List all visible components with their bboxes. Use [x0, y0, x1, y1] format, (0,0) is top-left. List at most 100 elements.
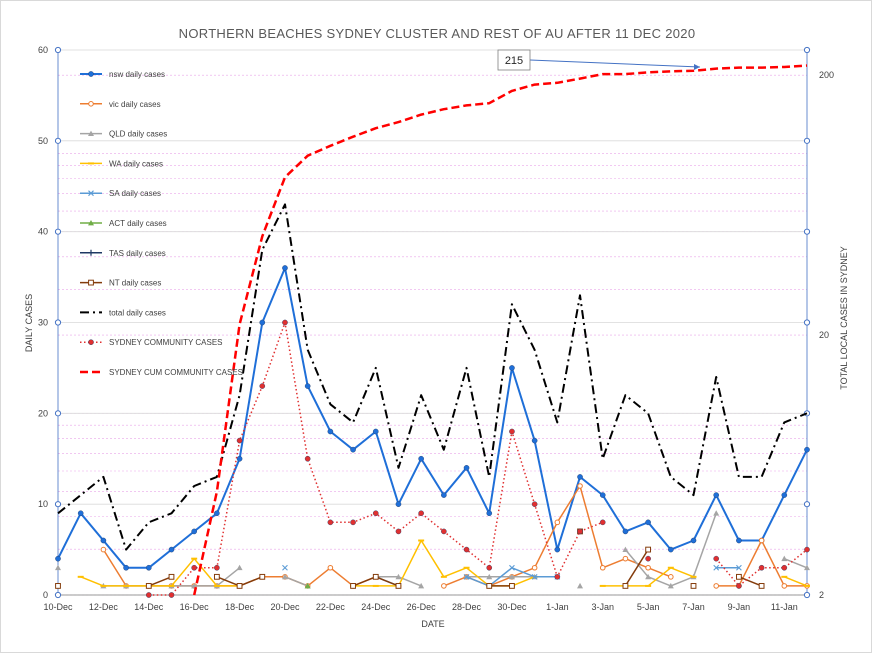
data-point — [486, 583, 493, 589]
axes: 0 10 20 30 40 50 60 2 20 200 10-Dec 12-Dec 14-Dec 16-… — [38, 45, 834, 612]
data-point — [509, 428, 515, 435]
y-axis-handle — [54, 228, 62, 235]
data-point — [441, 583, 447, 589]
data-point — [736, 583, 742, 589]
data-point — [145, 564, 152, 571]
data-point — [577, 483, 583, 489]
data-point — [145, 583, 152, 589]
data-point — [622, 555, 629, 562]
x-tick-label: 18-Dec — [225, 602, 255, 612]
y2-axis-handle — [803, 137, 811, 144]
x-tick-label: 12-Dec — [89, 602, 119, 612]
x-tick-label: 26-Dec — [407, 602, 437, 612]
data-point — [441, 528, 447, 535]
legend-label: NT daily cases — [109, 279, 161, 288]
y-axis-handle — [54, 591, 62, 599]
data-point — [486, 573, 493, 580]
y-tick-label: 30 — [38, 318, 48, 328]
data-point — [282, 265, 288, 271]
data-point — [736, 573, 742, 580]
y-axis-handle — [54, 410, 62, 417]
data-point — [531, 437, 538, 444]
legend-entry-7: NT daily cases — [80, 279, 161, 288]
data-point — [758, 564, 765, 571]
data-point — [145, 592, 152, 598]
data-point — [758, 583, 765, 589]
data-point — [281, 573, 288, 580]
data-point — [668, 546, 674, 553]
legend-marker — [88, 339, 94, 346]
data-point — [531, 564, 538, 571]
data-point — [781, 492, 788, 498]
data-point — [418, 510, 424, 517]
x-tick-label: 16-Dec — [180, 602, 210, 612]
data-point — [554, 574, 561, 580]
legend-label: QLD daily cases — [109, 130, 167, 139]
x-tick-label: 7-Jan — [682, 602, 705, 612]
data-point — [758, 537, 765, 544]
y-tick-label: 60 — [38, 45, 48, 55]
data-point — [509, 365, 515, 371]
data-point — [622, 583, 629, 589]
annotations: 215 — [497, 49, 701, 71]
data-point — [508, 573, 515, 580]
data-point — [713, 583, 720, 589]
x-tick-label: 22-Dec — [316, 602, 346, 612]
data-point — [191, 582, 198, 589]
data-point — [168, 546, 175, 553]
data-point — [327, 519, 334, 526]
y2-axis-handle — [803, 46, 811, 54]
data-point — [690, 583, 697, 589]
data-point — [236, 437, 243, 444]
legend-entry-4: SA daily cases — [80, 189, 161, 198]
data-point — [645, 573, 652, 580]
legend-label: SYDNEY COMMUNITY CASES — [109, 338, 223, 347]
data-point — [123, 564, 129, 571]
data-point — [622, 528, 629, 535]
data-point — [282, 564, 288, 571]
data-point — [486, 510, 493, 517]
y-axis-handle — [54, 319, 62, 326]
data-point — [418, 582, 425, 589]
callout-arrow — [529, 59, 701, 68]
data-point — [441, 492, 447, 498]
series-0 — [55, 265, 810, 571]
x-tick-label: 1-Jan — [546, 602, 569, 612]
data-point — [463, 546, 470, 553]
legend-entry-10: SYDNEY CUM COMMUNITY CASES — [80, 368, 243, 377]
series-8 — [57, 203, 808, 551]
data-point — [236, 583, 243, 589]
legend-entry-2: QLD daily cases — [80, 130, 167, 139]
data-point — [395, 573, 402, 580]
data-point — [486, 564, 493, 571]
data-point — [577, 474, 583, 480]
y-axis-title: DAILY CASES — [24, 294, 34, 352]
x-tick-label: 10-Dec — [43, 602, 73, 612]
data-point — [304, 582, 311, 589]
data-point — [395, 501, 402, 507]
data-point — [350, 446, 356, 453]
data-point — [781, 564, 788, 571]
data-point — [55, 564, 61, 571]
data-point — [690, 537, 697, 544]
y-tick-label: 50 — [38, 136, 48, 146]
data-point — [236, 564, 243, 571]
data-point — [713, 510, 720, 516]
y-tick-label: 10 — [38, 499, 48, 509]
data-point — [713, 564, 720, 571]
data-point — [781, 583, 788, 589]
y-axis-handle — [54, 501, 62, 508]
series-line-8 — [57, 203, 808, 551]
y2-axis-handle — [803, 228, 811, 235]
data-point — [509, 583, 515, 589]
series-2 — [55, 510, 810, 589]
data-point — [259, 319, 266, 326]
x-tick-label: 14-Dec — [134, 602, 164, 612]
data-point — [418, 455, 424, 462]
series-9 — [145, 319, 810, 598]
legend-entry-6: TAS daily cases — [80, 249, 166, 258]
data-point — [304, 455, 311, 462]
legend-label: SYDNEY CUM COMMUNITY CASES — [109, 368, 243, 377]
data-point — [463, 573, 470, 580]
